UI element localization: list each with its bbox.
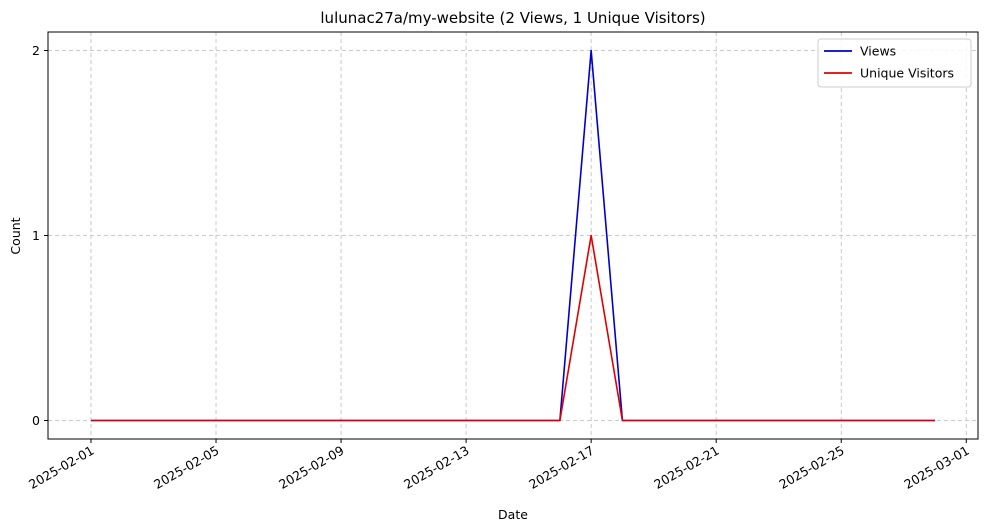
legend-box	[817, 38, 972, 88]
legend-label-unique-visitors: Unique Visitors	[860, 66, 954, 81]
y-tick-label: 1	[32, 228, 40, 243]
x-tick-label: 2025-02-21	[651, 443, 721, 492]
x-tick-label: 2025-02-17	[526, 443, 596, 492]
legend: Views Unique Visitors	[817, 38, 972, 88]
series-line-unique-visitors	[90, 234, 936, 422]
y-axis-label: Count	[8, 217, 23, 254]
x-tick-label: 2025-02-13	[401, 443, 471, 492]
y-tick-label: 2	[32, 43, 40, 58]
legend-label-views: Views	[860, 44, 896, 59]
x-tick-label: 2025-02-09	[276, 443, 346, 492]
x-tick-label: 2025-02-25	[776, 443, 846, 492]
grid	[48, 32, 978, 439]
chart-title: lulunac27a/my-website (2 Views, 1 Unique…	[320, 9, 705, 27]
x-axis-label: Date	[498, 507, 528, 522]
x-tick-label: 2025-03-01	[901, 443, 971, 492]
x-tick-label: 2025-02-01	[26, 443, 96, 492]
y-axis: 0 1 2	[32, 43, 48, 428]
y-tick-label: 0	[32, 413, 40, 428]
x-axis: 2025-02-01 2025-02-05 2025-02-09 2025-02-13…	[26, 439, 972, 492]
series-lines	[90, 49, 936, 422]
x-tick-label: 2025-02-05	[151, 443, 221, 492]
